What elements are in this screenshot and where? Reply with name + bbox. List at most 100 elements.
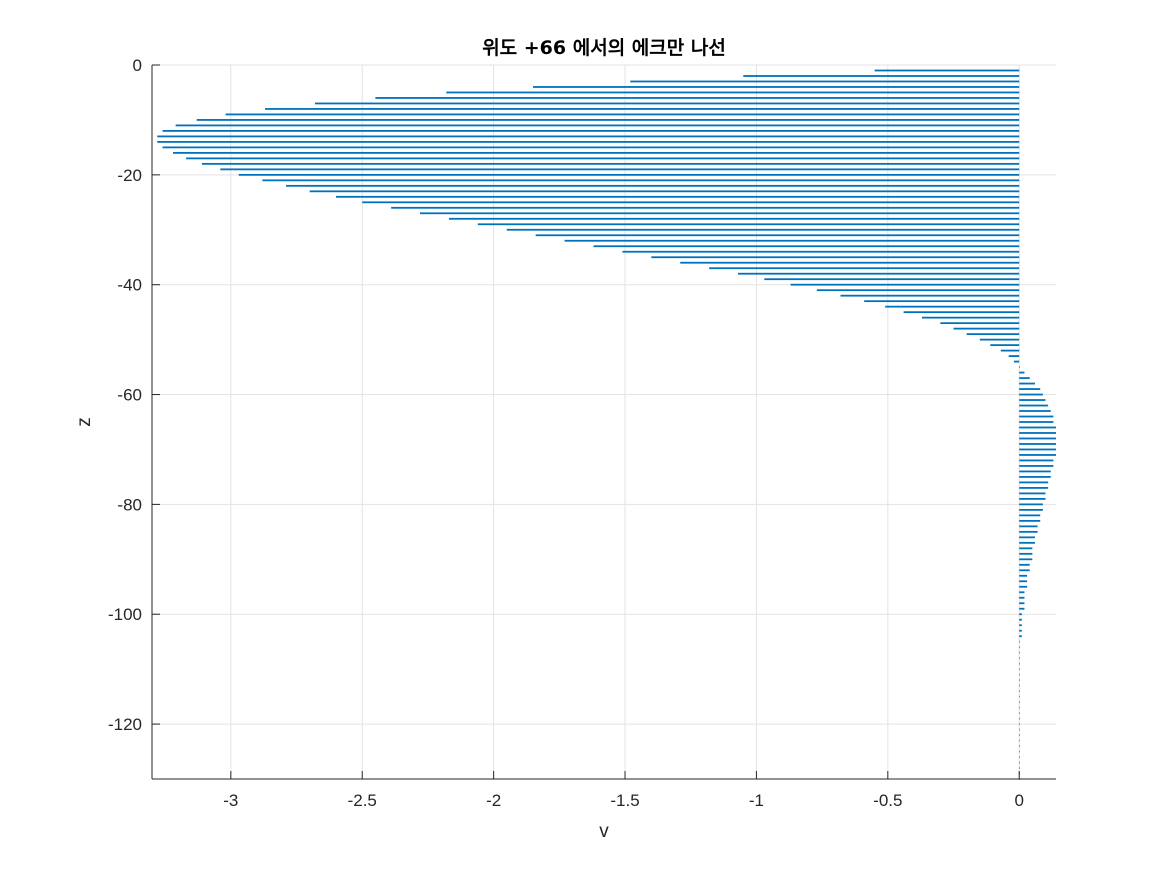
bar (1019, 443, 1056, 445)
bar (1019, 739, 1020, 742)
bar (1019, 756, 1020, 758)
bar (1019, 585, 1028, 588)
bar (173, 151, 1020, 154)
x-tick-label: -0.5 (873, 791, 902, 810)
y-tick-label: -100 (108, 605, 142, 624)
bar (1019, 530, 1038, 533)
bar (743, 75, 1020, 77)
bar (1019, 552, 1033, 555)
axes (151, 65, 1056, 780)
bar (314, 102, 1020, 105)
bar (921, 316, 1020, 319)
bar (1019, 547, 1033, 550)
bar (1019, 503, 1043, 506)
bar (738, 272, 1020, 275)
bar (420, 212, 1020, 215)
bar (157, 135, 1020, 138)
bar (1019, 525, 1038, 528)
bar (1013, 360, 1020, 363)
bar (1019, 624, 1022, 627)
bar (1019, 695, 1020, 698)
bar (1019, 684, 1020, 687)
y-tick-label: -40 (117, 276, 142, 295)
bar (1019, 487, 1049, 489)
bar (225, 113, 1020, 116)
bar (265, 108, 1020, 110)
bar (1019, 459, 1054, 462)
x-tick-label: -3 (223, 791, 238, 810)
bar (1019, 761, 1020, 764)
bar (391, 206, 1020, 209)
bar (1019, 437, 1056, 440)
bar (162, 130, 1020, 132)
bar (1019, 366, 1020, 368)
bar (1019, 723, 1020, 725)
bar (186, 157, 1020, 160)
bar (1019, 596, 1025, 599)
bar (1019, 629, 1022, 632)
bar (309, 190, 1020, 193)
bar (1019, 481, 1049, 484)
bar (1019, 767, 1020, 769)
y-tick-label: -60 (117, 386, 142, 405)
bar (238, 173, 1020, 176)
bar (709, 267, 1020, 270)
bar (1019, 717, 1020, 720)
bar (840, 294, 1020, 297)
bar (448, 217, 1020, 220)
x-tick-label: -2 (486, 791, 501, 810)
bar (1019, 558, 1033, 561)
bar (1019, 426, 1056, 429)
bar (651, 256, 1020, 259)
bar (335, 195, 1020, 198)
bar (477, 223, 1020, 226)
bar (1019, 432, 1056, 434)
bar (1019, 497, 1046, 500)
bar (220, 168, 1020, 171)
y-axis-label: z (74, 417, 95, 427)
bars (157, 69, 1056, 780)
bar (1019, 421, 1054, 423)
bar (593, 245, 1020, 248)
bar (1008, 355, 1020, 357)
bar (1019, 690, 1020, 693)
bar (362, 201, 1020, 204)
bar (1019, 382, 1035, 385)
bar (990, 344, 1020, 347)
bar (1019, 640, 1020, 643)
bar (564, 239, 1020, 242)
bar (533, 86, 1020, 88)
bar (1019, 569, 1030, 572)
bar (1019, 388, 1041, 390)
bar (1019, 635, 1022, 638)
bar (1019, 712, 1020, 714)
x-tick-label: -2.5 (348, 791, 377, 810)
bar (1019, 701, 1020, 704)
y-tick-label: -80 (117, 495, 142, 514)
bar (1019, 679, 1020, 682)
plot-area (152, 65, 1056, 779)
bar (953, 327, 1020, 330)
bar (1000, 349, 1020, 352)
bar (1019, 662, 1020, 665)
bar (157, 140, 1020, 143)
bar (1019, 519, 1041, 522)
bar (1019, 465, 1054, 467)
bar (680, 261, 1020, 264)
bar (816, 289, 1020, 292)
bar (1019, 602, 1025, 605)
bar (175, 124, 1020, 127)
bar (1019, 404, 1049, 407)
ticks: -3 -2.5 -2 -1.5 -1 -0.5 0 0 -20 -40 -60 -80 -100 -120 (108, 56, 1024, 810)
bar (1019, 415, 1054, 418)
bar (1019, 371, 1025, 374)
bar (1019, 541, 1035, 544)
bar (1019, 673, 1020, 676)
bar (1019, 574, 1028, 577)
bar (1019, 448, 1056, 451)
bar (1019, 745, 1020, 747)
bar (1019, 618, 1022, 621)
bar (1019, 410, 1051, 412)
